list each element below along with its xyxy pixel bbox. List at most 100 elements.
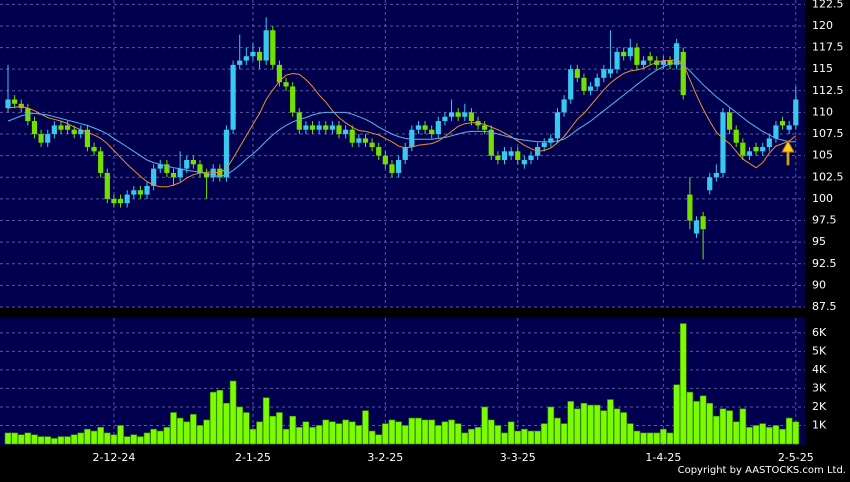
volume-bar	[554, 417, 561, 445]
volume-bar	[706, 402, 714, 445]
candle-body	[634, 47, 640, 65]
volume-bar	[593, 404, 601, 445]
candle-body	[197, 164, 203, 173]
volume-bar	[746, 427, 753, 445]
volume-bar	[587, 404, 594, 445]
volume-bar	[792, 421, 800, 445]
candle-body	[488, 129, 494, 156]
candle-body	[369, 142, 375, 148]
candle-body	[243, 56, 249, 61]
y-tick-label: 110	[812, 105, 833, 118]
volume-bar	[527, 430, 535, 445]
volume-bar	[686, 391, 694, 445]
candle-body	[190, 159, 196, 165]
candle-body	[594, 77, 600, 87]
candle-body	[726, 112, 733, 130]
candle-body	[58, 125, 64, 130]
candle-body	[574, 69, 580, 78]
candle-body	[263, 30, 269, 61]
candle-body	[720, 112, 726, 173]
candle-body	[124, 194, 130, 204]
candle-body	[111, 198, 117, 204]
moving-average-line	[7, 61, 796, 177]
candle-body	[779, 121, 786, 126]
volume-bar	[209, 391, 217, 445]
candle-body	[256, 51, 263, 61]
volume-bar	[123, 436, 131, 445]
candle-body	[117, 198, 124, 204]
volume-bar	[362, 410, 369, 445]
candle-body	[290, 86, 296, 113]
volume-bar	[481, 406, 488, 445]
candle-body	[660, 60, 666, 65]
volume-bar	[70, 434, 78, 445]
candle-body	[250, 51, 256, 57]
volume-bar	[660, 428, 667, 445]
volume-bar	[388, 419, 396, 445]
candle-body	[448, 112, 455, 117]
volume-bar	[130, 434, 138, 445]
y-tick-label: 120	[812, 19, 833, 32]
volume-bar	[249, 428, 257, 445]
candle-body	[766, 138, 772, 148]
y-tick-label: 87.5	[812, 300, 837, 313]
candle-body	[528, 155, 534, 160]
volume-bar	[468, 428, 475, 445]
volume-bar	[474, 427, 482, 445]
volume-bar	[759, 423, 766, 445]
candle-body	[164, 164, 170, 173]
candle-body	[700, 216, 706, 230]
volume-bar	[117, 425, 124, 445]
y-tick-label: 105	[812, 149, 833, 162]
candle-body	[71, 129, 77, 135]
y-tick-label: 107.5	[812, 127, 844, 140]
candle-body	[98, 151, 104, 173]
volume-bar	[163, 427, 171, 445]
volume-bar	[315, 425, 323, 445]
volume-bar	[666, 432, 674, 445]
candle-body	[713, 172, 719, 178]
volume-bar	[567, 401, 575, 445]
volume-bar	[521, 428, 528, 445]
volume-bar	[335, 423, 343, 445]
y-tick-label: 102.5	[812, 170, 844, 183]
candle-body	[283, 82, 289, 87]
volume-bar	[90, 430, 98, 445]
volume-bar	[229, 380, 237, 445]
candle-body	[760, 147, 766, 152]
volume-bar	[269, 415, 277, 445]
volume-bar	[24, 432, 32, 445]
volume-bar	[176, 417, 184, 445]
volume-bar	[441, 421, 449, 445]
volume-bar	[739, 408, 747, 445]
y-tick-label: 115	[812, 62, 833, 75]
volume-bar	[574, 408, 581, 445]
candle-body	[309, 125, 316, 130]
candle-body	[614, 51, 620, 70]
volume-bar	[646, 432, 654, 445]
volume-bar	[693, 401, 700, 445]
candle-body	[382, 155, 388, 165]
copyright: Copyright by AASTOCKS.com Ltd.	[678, 465, 846, 476]
volume-tick-label: 2K	[812, 400, 827, 413]
candle-body	[204, 172, 210, 178]
volume-bar	[415, 417, 422, 445]
candle-body	[753, 147, 759, 152]
candle-body	[561, 99, 567, 113]
candle-body	[91, 147, 97, 152]
candle-body	[349, 129, 355, 143]
volume-panel	[0, 318, 805, 445]
volume-bar	[203, 419, 210, 445]
volume-bar	[143, 432, 151, 445]
volume-bar	[428, 419, 435, 445]
candle-body	[270, 30, 276, 65]
candle-body	[442, 116, 448, 122]
y-tick-label: 90	[812, 278, 826, 291]
volume-bar	[329, 421, 336, 445]
volume-bar	[401, 425, 409, 445]
y-tick-label: 122.5	[812, 0, 844, 10]
candle-body	[78, 129, 84, 135]
candle-body	[38, 134, 44, 143]
